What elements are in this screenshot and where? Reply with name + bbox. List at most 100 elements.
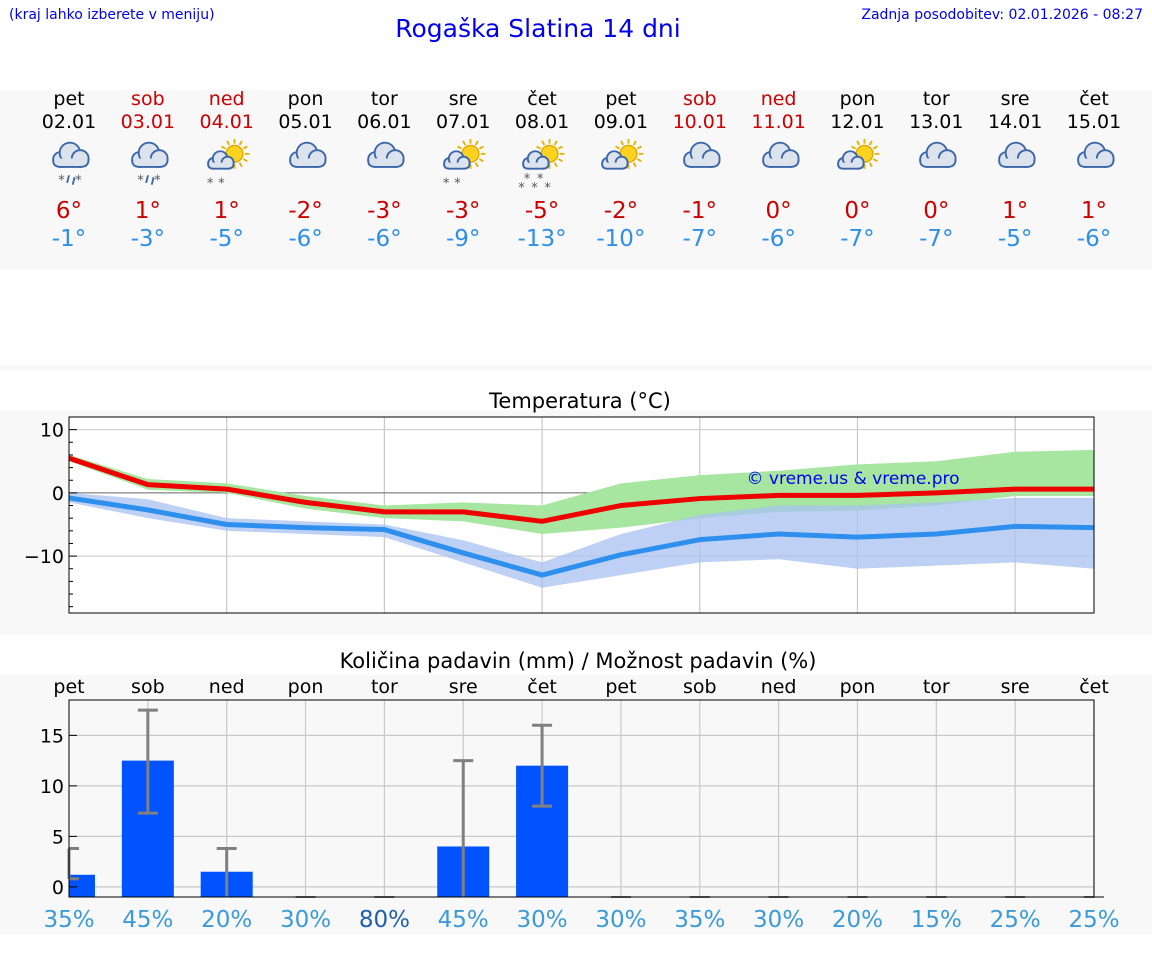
- sun-cloud-snow-icon: * *: [443, 138, 486, 191]
- precip-probability: 30%: [517, 907, 568, 933]
- day-date: 08.01: [514, 111, 570, 133]
- y-tick-label: 5: [52, 826, 64, 848]
- precip-probability: 45%: [438, 907, 489, 933]
- precip-probability: 30%: [280, 907, 331, 933]
- watermark: © vreme.us & vreme.pro: [746, 469, 959, 489]
- precipitation-chart: Količina padavin (mm) / Možnost padavin …: [40, 649, 1120, 933]
- svg-text:*: *: [154, 174, 161, 189]
- temp-min: -7°: [919, 226, 954, 252]
- y-tick-label: 0: [52, 877, 64, 899]
- day-date: 14.01: [987, 111, 1043, 133]
- day-name: pon: [839, 88, 876, 110]
- day-date: 13.01: [909, 111, 964, 133]
- page-title: Rogaška Slatina 14 dni: [395, 14, 681, 43]
- temp-min: -6°: [1076, 226, 1112, 252]
- cloud-icon: [288, 141, 327, 168]
- temp-min: -6°: [367, 226, 402, 252]
- cloud-icon: [682, 141, 721, 168]
- temperature-y-axis: 10 0 −10: [24, 416, 77, 608]
- sun-cloud-heavy-snow-icon: * ** * *: [518, 138, 565, 194]
- cloud-icon: [998, 141, 1036, 168]
- precip-probability: 25%: [1068, 907, 1119, 933]
- day-name: čet: [527, 88, 557, 110]
- max-range-band: [69, 449, 1094, 534]
- precip-probability: 25%: [990, 907, 1041, 933]
- day-name: tor: [370, 88, 398, 110]
- temp-min: -6°: [288, 226, 323, 252]
- y-tick-label: 10: [40, 420, 64, 442]
- error-bar: [453, 759, 474, 897]
- last-updated: Zadnja posodobitev: 02.01.2026 - 08:27: [861, 7, 1143, 23]
- day-name: čet: [1079, 88, 1109, 110]
- day-date: 11.01: [751, 111, 806, 133]
- precip-probability: 35%: [43, 907, 94, 933]
- day-name: pet: [53, 88, 85, 110]
- svg-text:*: *: [443, 176, 450, 191]
- day-date: 07.01: [436, 111, 491, 133]
- category-label: sob: [683, 676, 717, 698]
- day-name: pon: [287, 88, 324, 110]
- category-label: pon: [288, 676, 324, 698]
- precipitation-day-labels: pet sob ned pon tor sre čet pet sob ned pon tor sre č…: [53, 676, 1108, 698]
- temp-max: 0°: [765, 198, 792, 224]
- category-label: čet: [527, 676, 557, 698]
- category-label: tor: [923, 676, 950, 698]
- sun-cloud-icon: [601, 138, 644, 170]
- temperature-chart: Temperatura (°C) © vreme.us & vreme.pro …: [24, 389, 1095, 614]
- category-label: čet: [1079, 676, 1109, 698]
- temp-min: -9°: [446, 226, 481, 252]
- sun-cloud-snow-icon: * *: [207, 138, 250, 191]
- temp-max: -2°: [603, 198, 639, 224]
- svg-text:*: *: [544, 181, 551, 194]
- day-date: 02.01: [41, 111, 97, 133]
- temp-min-line: [68, 495, 1095, 578]
- day-name: tor: [922, 88, 950, 110]
- day-name: sob: [682, 88, 717, 110]
- temp-min: -10°: [596, 226, 646, 252]
- day-name: sob: [131, 88, 165, 110]
- day-date: 10.01: [672, 111, 727, 133]
- cloud-icon: [919, 141, 957, 168]
- svg-text:*: *: [524, 172, 531, 187]
- day-name: pet: [605, 88, 637, 110]
- category-label: ned: [761, 676, 797, 698]
- temperature-lines: [68, 455, 1095, 578]
- precip-probability: 35%: [674, 907, 725, 933]
- precipitation-probabilities: 35% 45% 20% 30% 80% 45% 30% 30% 35% 30% 20% 15% 25% 2…: [43, 907, 1119, 933]
- precipitation-y-axis: 15 10 5 0: [40, 725, 77, 899]
- precip-probability: 45%: [122, 907, 173, 933]
- cloud-rain-snow-icon: * *: [131, 141, 169, 189]
- temp-max: -2°: [288, 198, 323, 224]
- precipitation-chart-title: Količina padavin (mm) / Možnost padavin …: [340, 649, 817, 673]
- svg-text:*: *: [75, 174, 82, 189]
- precip-probability: 30%: [753, 907, 804, 933]
- temp-min: -7°: [682, 226, 717, 252]
- day-name: sre: [1000, 88, 1030, 110]
- temp-max: -3°: [367, 198, 402, 224]
- svg-text:*: *: [531, 181, 538, 194]
- cloud-icon: [1077, 141, 1115, 168]
- temp-min: -13°: [517, 226, 567, 252]
- cloud-icon: [761, 141, 800, 168]
- precip-probability: 15%: [911, 907, 962, 933]
- min-range-band: [69, 492, 1094, 588]
- sun-cloud-icon: [837, 138, 880, 170]
- day-date: 04.01: [199, 111, 254, 133]
- location-hint-link[interactable]: (kraj lahko izberete v meniju): [9, 7, 215, 23]
- day-name: sre: [448, 88, 478, 110]
- temp-max-line: [68, 455, 1094, 524]
- category-label: tor: [371, 676, 398, 698]
- day-date: 12.01: [830, 111, 885, 133]
- svg-text:*: *: [137, 174, 144, 189]
- temp-max: 0°: [844, 198, 871, 224]
- temp-max: -1°: [682, 198, 717, 224]
- day-date: 09.01: [593, 111, 649, 133]
- svg-text:*: *: [518, 181, 525, 194]
- temp-min: -1°: [51, 226, 87, 252]
- precip-probability: 80%: [359, 907, 410, 933]
- temp-min: -5°: [997, 226, 1033, 252]
- temperature-plot-frame: [68, 416, 1095, 614]
- category-label: ned: [209, 676, 245, 698]
- category-label: sre: [1001, 676, 1030, 698]
- cloud-rain-snow-icon: * *: [52, 141, 90, 189]
